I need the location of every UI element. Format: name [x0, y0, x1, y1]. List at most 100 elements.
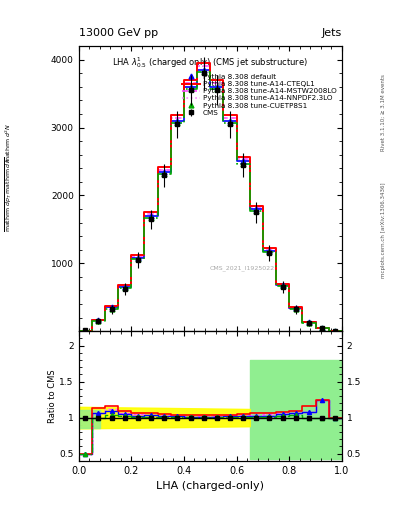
Pythia 8.308 tune-A14-CTEQL1 — [300, 304, 305, 310]
Pythia 8.308 tune-A14-MSTW2008LO — [234, 156, 239, 162]
Pythia 8.308 tune-A14-CTEQL1 — [195, 77, 200, 83]
Pythia 8.308 tune-A14-NNPDF2.3LO — [155, 211, 160, 218]
Pythia 8.308 tune-A14-NNPDF2.3LO — [76, 328, 81, 334]
Pythia 8.308 tune-A14-MSTW2008LO — [221, 115, 226, 121]
Pythia 8.308 tune-A14-MSTW2008LO — [287, 281, 292, 287]
Pythia 8.308 tune-A14-NNPDF2.3LO — [103, 317, 107, 324]
Pythia 8.308 tune-A14-MSTW2008LO — [168, 166, 173, 173]
Pythia 8.308 tune-A14-CTEQL1 — [287, 304, 292, 310]
Text: mcplots.cern.ch [arXiv:1306.3436]: mcplots.cern.ch [arXiv:1306.3436] — [381, 183, 386, 278]
Pythia 8.308 tune-A14-CTEQL1 — [340, 328, 344, 334]
Pythia 8.308 tune-CUETP8S1 — [267, 249, 272, 255]
Pythia 8.308 tune-A14-MSTW2008LO — [287, 305, 292, 311]
Pythia 8.308 tune-A14-NNPDF2.3LO — [261, 247, 265, 253]
Pythia 8.308 tune-A14-NNPDF2.3LO — [221, 115, 226, 121]
Pythia 8.308 default — [201, 67, 206, 73]
Pythia 8.308 tune-A14-MSTW2008LO — [326, 325, 331, 331]
Pythia 8.308 default — [149, 212, 153, 219]
Text: CMS_2021_I1925022: CMS_2021_I1925022 — [209, 266, 274, 271]
Pythia 8.308 tune-A14-MSTW2008LO — [168, 115, 173, 121]
Pythia 8.308 default — [280, 282, 285, 288]
Line: Pythia 8.308 default: Pythia 8.308 default — [83, 68, 338, 333]
Pythia 8.308 tune-CUETP8S1 — [201, 69, 206, 75]
X-axis label: LHA (charged-only): LHA (charged-only) — [156, 481, 264, 491]
Pythia 8.308 tune-A14-CTEQL1 — [168, 164, 173, 170]
Pythia 8.308 tune-A14-CTEQL1 — [103, 303, 107, 309]
Pythia 8.308 default — [83, 328, 88, 334]
Pythia 8.308 tune-A14-MSTW2008LO — [234, 115, 239, 121]
Text: Rivet 3.1.10; ≥ 3.1M events: Rivet 3.1.10; ≥ 3.1M events — [381, 74, 386, 151]
Pythia 8.308 tune-A14-MSTW2008LO — [103, 317, 107, 324]
Pythia 8.308 tune-A14-MSTW2008LO — [261, 205, 265, 211]
Line: Pythia 8.308 tune-A14-CTEQL1: Pythia 8.308 tune-A14-CTEQL1 — [79, 63, 342, 331]
Pythia 8.308 default — [162, 168, 167, 175]
Pythia 8.308 tune-CUETP8S1 — [96, 318, 101, 324]
Pythia 8.308 tune-A14-CTEQL1 — [182, 112, 186, 118]
Pythia 8.308 tune-A14-NNPDF2.3LO — [234, 115, 239, 121]
Pythia 8.308 tune-A14-CTEQL1 — [261, 203, 265, 209]
Pythia 8.308 default — [109, 304, 114, 310]
Pythia 8.308 tune-A14-CTEQL1 — [234, 154, 239, 160]
Pythia 8.308 tune-A14-MSTW2008LO — [340, 328, 344, 334]
Pythia 8.308 tune-A14-MSTW2008LO — [103, 304, 107, 310]
Pythia 8.308 default — [333, 328, 338, 334]
Pythia 8.308 tune-A14-MSTW2008LO — [116, 304, 120, 310]
Pythia 8.308 tune-A14-MSTW2008LO — [90, 328, 94, 334]
Pythia 8.308 default — [136, 255, 140, 261]
Pythia 8.308 tune-A14-NNPDF2.3LO — [326, 328, 331, 334]
Pythia 8.308 tune-A14-NNPDF2.3LO — [129, 253, 134, 260]
Pythia 8.308 tune-A14-MSTW2008LO — [300, 319, 305, 326]
Text: LHA $\lambda^{1}_{0.5}$ (charged only) (CMS jet substructure): LHA $\lambda^{1}_{0.5}$ (charged only) (… — [112, 55, 308, 70]
Pythia 8.308 tune-CUETP8S1 — [228, 120, 232, 126]
Pythia 8.308 tune-A14-NNPDF2.3LO — [274, 247, 278, 253]
Pythia 8.308 tune-A14-CTEQL1 — [90, 316, 94, 323]
Pythia 8.308 tune-A14-CTEQL1 — [326, 325, 331, 331]
Pythia 8.308 tune-A14-CTEQL1 — [90, 328, 94, 334]
Pythia 8.308 tune-CUETP8S1 — [254, 208, 259, 214]
Pythia 8.308 tune-CUETP8S1 — [320, 326, 325, 332]
Pythia 8.308 tune-A14-NNPDF2.3LO — [103, 304, 107, 310]
Pythia 8.308 tune-CUETP8S1 — [162, 170, 167, 177]
Pythia 8.308 tune-A14-MSTW2008LO — [221, 80, 226, 87]
Pythia 8.308 tune-A14-MSTW2008LO — [248, 205, 252, 211]
Pythia 8.308 tune-A14-NNPDF2.3LO — [287, 305, 292, 311]
Pythia 8.308 tune-A14-CTEQL1 — [208, 77, 213, 83]
Pythia 8.308 default — [122, 284, 127, 290]
Pythia 8.308 tune-A14-NNPDF2.3LO — [313, 325, 318, 331]
Pythia 8.308 tune-A14-CTEQL1 — [274, 245, 278, 251]
Pythia 8.308 default — [254, 206, 259, 212]
Pythia 8.308 tune-A14-CTEQL1 — [182, 77, 186, 83]
Pythia 8.308 tune-A14-NNPDF2.3LO — [221, 80, 226, 87]
Pythia 8.308 tune-A14-CTEQL1 — [248, 154, 252, 160]
Pythia 8.308 tune-A14-CTEQL1 — [129, 252, 134, 258]
Pythia 8.308 tune-A14-NNPDF2.3LO — [116, 283, 120, 289]
Pythia 8.308 tune-A14-MSTW2008LO — [116, 283, 120, 289]
Pythia 8.308 tune-A14-NNPDF2.3LO — [300, 319, 305, 326]
Pythia 8.308 tune-A14-NNPDF2.3LO — [182, 80, 186, 87]
Pythia 8.308 tune-A14-NNPDF2.3LO — [142, 211, 147, 218]
Pythia 8.308 tune-A14-NNPDF2.3LO — [287, 281, 292, 287]
Pythia 8.308 tune-CUETP8S1 — [136, 256, 140, 262]
Pythia 8.308 tune-CUETP8S1 — [188, 86, 193, 92]
Pythia 8.308 tune-A14-NNPDF2.3LO — [182, 115, 186, 121]
Pythia 8.308 tune-A14-MSTW2008LO — [274, 247, 278, 253]
Pythia 8.308 default — [267, 248, 272, 254]
Pythia 8.308 tune-A14-CTEQL1 — [208, 60, 213, 66]
Pythia 8.308 tune-A14-CTEQL1 — [155, 209, 160, 216]
Pythia 8.308 tune-A14-NNPDF2.3LO — [326, 325, 331, 331]
Pythia 8.308 tune-A14-MSTW2008LO — [313, 325, 318, 331]
Pythia 8.308 tune-A14-NNPDF2.3LO — [195, 80, 200, 87]
Pythia 8.308 tune-A14-MSTW2008LO — [248, 156, 252, 162]
Pythia 8.308 tune-A14-MSTW2008LO — [155, 166, 160, 173]
Pythia 8.308 tune-A14-NNPDF2.3LO — [274, 281, 278, 287]
Line: Pythia 8.308 tune-CUETP8S1: Pythia 8.308 tune-CUETP8S1 — [83, 70, 338, 333]
Pythia 8.308 tune-A14-MSTW2008LO — [76, 328, 81, 334]
Pythia 8.308 tune-A14-NNPDF2.3LO — [168, 115, 173, 121]
Pythia 8.308 tune-A14-MSTW2008LO — [182, 80, 186, 87]
Pythia 8.308 tune-CUETP8S1 — [294, 306, 298, 312]
Pythia 8.308 tune-A14-MSTW2008LO — [195, 80, 200, 87]
Pythia 8.308 tune-CUETP8S1 — [280, 283, 285, 289]
Pythia 8.308 tune-A14-MSTW2008LO — [313, 319, 318, 326]
Pythia 8.308 tune-A14-CTEQL1 — [129, 282, 134, 288]
Pythia 8.308 tune-A14-NNPDF2.3LO — [261, 205, 265, 211]
